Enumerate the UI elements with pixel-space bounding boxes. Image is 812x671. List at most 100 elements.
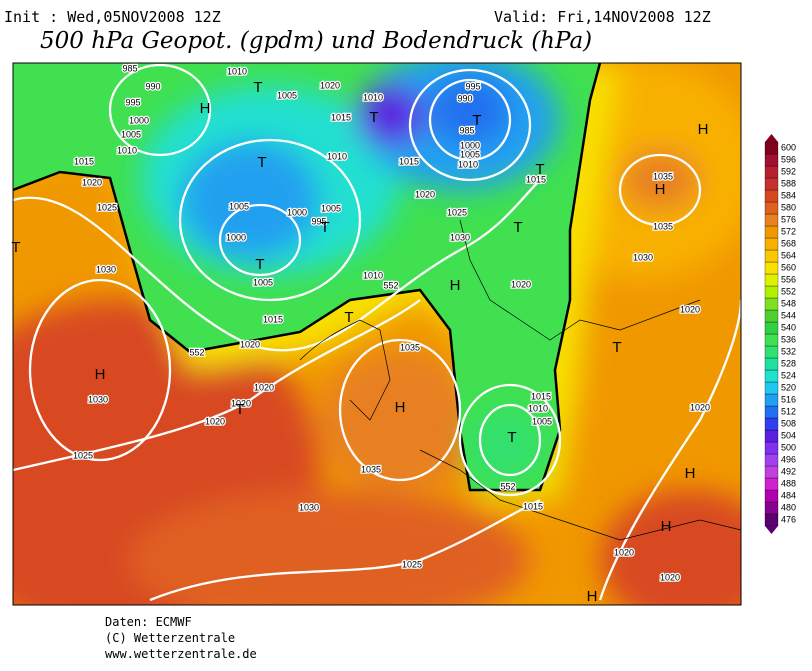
colorbar-label: 572 [781,226,796,236]
isobar-label: 1020 [320,80,340,90]
isobar-label: 1020 [82,177,102,187]
isobar-label: 1030 [450,232,470,242]
isobar-label: 1000 [287,207,307,217]
isobar-label: 990 [457,93,472,103]
isobar-label: 1010 [528,403,548,413]
pressure-center: H [587,588,598,605]
colorbar-label: 588 [781,178,796,188]
colorbar-swatch [764,309,779,323]
colorbar-label: 568 [781,238,796,248]
footer-url: www.wetterzentrale.de [105,647,257,661]
isobar-label: 1020 [254,382,274,392]
pressure-center: T [235,401,244,418]
footer-source: Daten: ECMWF [105,615,192,629]
pressure-center: H [685,465,696,482]
map-frame [12,62,742,606]
colorbar-swatch [764,453,779,467]
isobar-label: 1015 [531,391,551,401]
isobar-label: 1015 [331,112,351,122]
colorbar-label: 552 [781,286,796,296]
colorbar-swatch [764,489,779,503]
colorbar-swatch [764,201,779,215]
colorbar-swatch [764,345,779,359]
pressure-center: H [395,399,406,416]
colorbar-swatch [764,249,779,263]
isobar-label: 1000 [460,140,480,150]
pressure-center: T [612,339,621,356]
colorbar-cap-bottom [765,526,778,534]
isobar-label: 1010 [458,159,478,169]
isobar-label: 1010 [363,270,383,280]
isobar-label: 552 [189,347,204,357]
colorbar-label: 512 [781,406,796,416]
isobar-label: 990 [145,81,160,91]
colorbar-swatch [764,381,779,395]
isobar-label: 1005 [121,129,141,139]
isobar-label: 1025 [402,559,422,569]
map-field [13,63,741,605]
isobar-label: 1025 [447,207,467,217]
colorbar-label: 524 [781,370,796,380]
map-title: 500 hPa Geopot. (gpdm) und Bodendruck (h… [40,28,592,54]
colorbar-swatch [764,237,779,251]
colorbar-swatch [764,285,779,299]
pressure-center: T [472,112,481,129]
isobar-label: 1010 [227,66,247,76]
colorbar: 476 480 484 488 492 496 500 504 508 512 516 520 524 5… [764,134,796,534]
colorbar-label: 476 [781,514,796,524]
isobar-label: 1030 [88,394,108,404]
isobar-label: 995 [465,81,480,91]
isobar-label: 1030 [299,502,319,512]
colorbar-swatch [764,429,779,443]
colorbar-label: 520 [781,382,796,392]
isobar-label: 1015 [263,314,283,324]
isobar-label: 985 [122,63,137,73]
colorbar-swatch [764,393,779,407]
colorbar-swatch [764,153,779,167]
isobar-label: 1020 [205,416,225,426]
colorbar-swatch [764,441,779,455]
colorbar-label: 544 [781,310,796,320]
pressure-center: T [255,256,264,273]
valid-time: Valid: Fri,14NOV2008 12Z [494,8,711,26]
pressure-center: T [257,154,266,171]
isobar-label: 1010 [117,145,137,155]
isobar-label: 985 [459,125,474,135]
pressure-center: T [369,109,378,126]
colorbar-label: 492 [781,466,796,476]
isobar-label: 1030 [96,264,116,274]
pressure-center: T [320,219,329,236]
colorbar-label: 480 [781,502,796,512]
pressure-center: H [95,366,106,383]
isobar-label: 1020 [690,402,710,412]
isobar-label: 1005 [532,416,552,426]
pressure-center: T [507,429,516,446]
isobar-label: 1020 [415,189,435,199]
isobar-label: 1035 [361,464,381,474]
pressure-center: H [655,181,666,198]
colorbar-label: 528 [781,358,796,368]
pressure-center: T [513,219,522,236]
colorbar-swatch [764,369,779,383]
colorbar-label: 500 [781,442,796,452]
isobar-label: 1010 [363,92,383,102]
colorbar-label: 580 [781,202,796,212]
colorbar-label: 516 [781,394,796,404]
isobar-label: 1000 [226,232,246,242]
colorbar-swatch [764,357,779,371]
colorbar-label: 508 [781,418,796,428]
isobar-label: 1030 [633,252,653,262]
isobar-label: 1025 [73,450,93,460]
isobar-label: 552 [500,481,515,491]
colorbar-label: 600 [781,142,796,152]
pressure-center: T [11,239,20,256]
colorbar-swatch [764,297,779,311]
pressure-center: T [535,161,544,178]
isobar-label: 1000 [129,115,149,125]
colorbar-swatch [764,189,779,203]
pressure-center: H [200,100,211,117]
colorbar-label: 556 [781,274,796,284]
colorbar-swatch [764,213,779,227]
colorbar-label: 560 [781,262,796,272]
